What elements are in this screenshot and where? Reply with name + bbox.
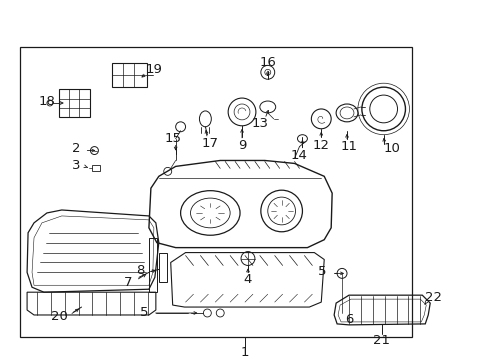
Text: 2: 2 — [72, 142, 81, 155]
Text: 5: 5 — [140, 306, 148, 319]
Text: 20: 20 — [51, 310, 68, 323]
Text: 5: 5 — [317, 265, 326, 278]
Text: 12: 12 — [312, 139, 329, 152]
Text: 1: 1 — [240, 346, 249, 359]
Text: 6: 6 — [344, 314, 352, 327]
Text: 16: 16 — [259, 56, 276, 69]
Bar — [159, 253, 166, 282]
Text: 10: 10 — [383, 142, 399, 155]
Text: 14: 14 — [290, 149, 307, 162]
Text: 4: 4 — [244, 273, 252, 286]
Text: 22: 22 — [424, 291, 441, 303]
Text: 13: 13 — [251, 117, 268, 130]
Bar — [149, 238, 157, 292]
Text: 7: 7 — [123, 276, 132, 289]
Bar — [112, 63, 146, 87]
Bar — [59, 89, 90, 117]
Text: 3: 3 — [72, 159, 81, 172]
Bar — [92, 165, 100, 171]
Text: 15: 15 — [164, 132, 181, 145]
Text: 19: 19 — [145, 63, 162, 76]
Text: 18: 18 — [39, 95, 55, 108]
Text: 17: 17 — [202, 137, 219, 150]
Text: 21: 21 — [372, 334, 389, 347]
Text: 9: 9 — [237, 139, 245, 152]
Text: 11: 11 — [340, 140, 357, 153]
Text: 8: 8 — [136, 264, 144, 277]
